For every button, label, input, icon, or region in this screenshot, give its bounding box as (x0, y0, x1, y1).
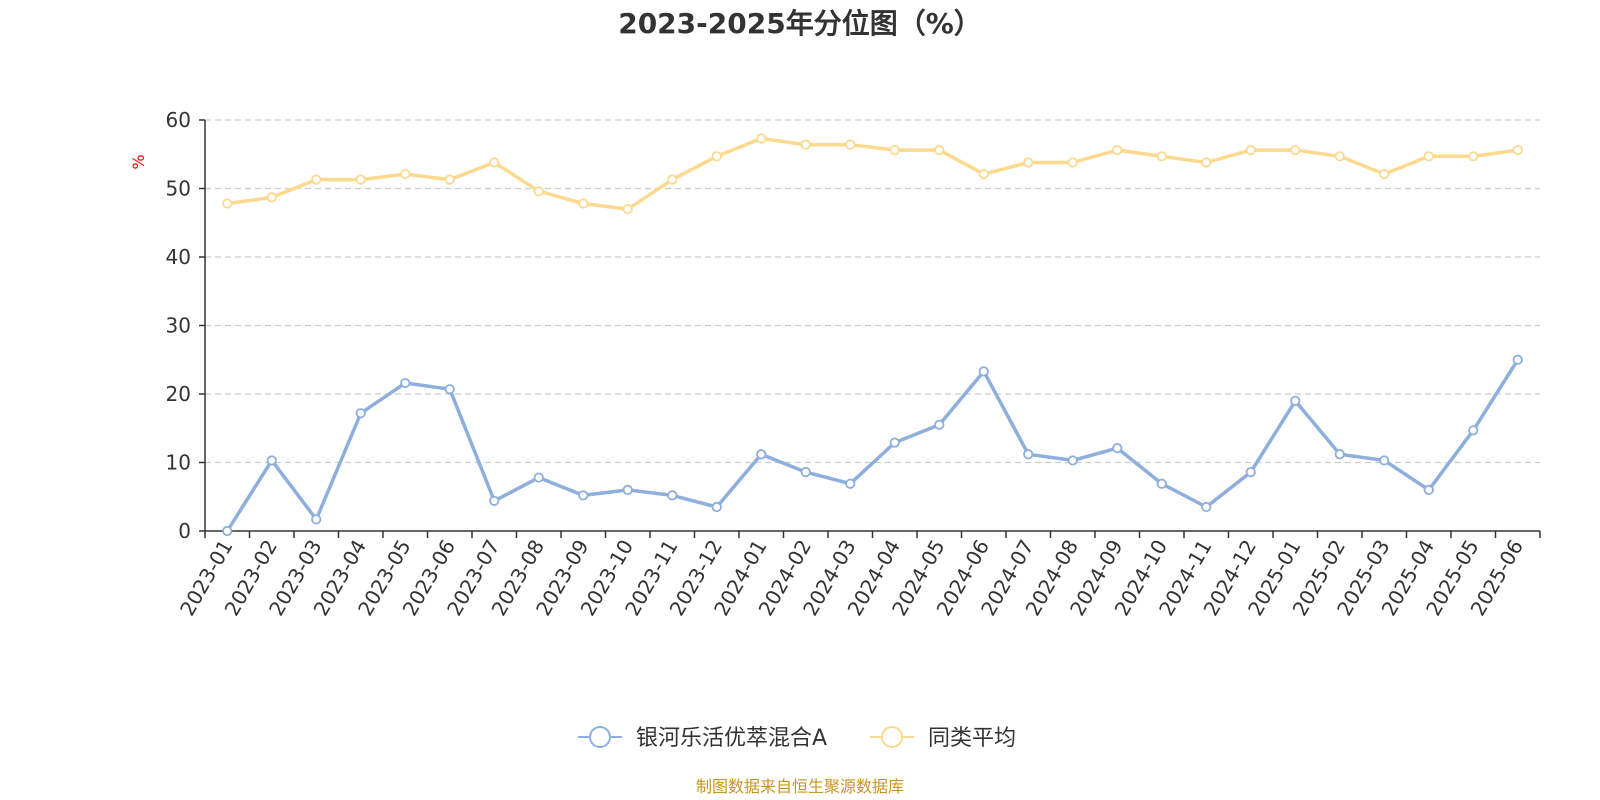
data-point-series-2[interactable] (978, 169, 989, 180)
data-point-series-1[interactable] (711, 501, 722, 513)
data-point-series-1[interactable] (934, 419, 945, 430)
data-point-series-1[interactable] (1423, 484, 1434, 495)
data-point-series-1[interactable] (578, 490, 589, 501)
x-tick-labels: 2023-012023-022023-032023-042023-052023-… (175, 536, 1528, 620)
data-point-series-2[interactable] (667, 174, 678, 185)
data-point-series-1[interactable] (1023, 449, 1034, 460)
data-point-series-1[interactable] (889, 437, 900, 448)
data-point-series-1[interactable] (622, 484, 633, 495)
data-point-series-1[interactable] (222, 525, 233, 537)
data-point-series-2[interactable] (222, 198, 233, 209)
legend-marker-icon (589, 726, 611, 748)
data-point-series-1[interactable] (489, 495, 500, 506)
data-point-series-2[interactable] (1423, 151, 1434, 162)
data-point-series-2[interactable] (1334, 151, 1345, 162)
data-point-series-2[interactable] (1512, 145, 1523, 156)
data-point-series-1[interactable] (1112, 443, 1123, 454)
data-point-series-2[interactable] (1468, 151, 1479, 162)
y-tick-labels: 0 10 20 30 40 50 60 (166, 108, 191, 543)
y-tick-label: 10 (166, 451, 191, 475)
data-point-series-1[interactable] (845, 478, 856, 489)
series-line-2 (225, 136, 1520, 211)
legend-label-series-2: 同类平均 (928, 726, 1016, 751)
data-point-series-2[interactable] (845, 139, 856, 150)
data-point-series-2[interactable] (1201, 157, 1212, 168)
data-point-series-2[interactable] (355, 174, 366, 185)
data-point-series-2[interactable] (756, 133, 767, 144)
source-note: 制图数据来自恒生聚源数据库 (696, 777, 904, 796)
legend-item-series-1[interactable]: 银河乐活优萃混合A (578, 726, 827, 751)
series-line-1 (225, 358, 1520, 533)
y-tick-label: 60 (166, 108, 191, 132)
data-point-series-2[interactable] (934, 145, 945, 156)
data-point-series-2[interactable] (1156, 151, 1167, 162)
y-tick-label: 50 (166, 177, 191, 201)
y-tick-label: 40 (166, 245, 191, 269)
data-point-series-1[interactable] (1201, 501, 1212, 513)
data-point-series-1[interactable] (400, 377, 411, 389)
data-point-series-2[interactable] (266, 192, 277, 203)
axes (199, 119, 1541, 538)
data-point-series-2[interactable] (578, 198, 589, 209)
data-point-series-2[interactable] (400, 169, 411, 180)
data-point-series-1[interactable] (667, 490, 678, 501)
data-point-series-2[interactable] (1245, 145, 1256, 156)
grid-lines (205, 119, 1540, 464)
data-point-series-2[interactable] (444, 174, 455, 185)
data-point-series-2[interactable] (1290, 145, 1301, 156)
data-point-series-1[interactable] (1512, 354, 1523, 365)
chart-title: 2023-2025年分位图（%） (618, 7, 982, 40)
data-point-series-2[interactable] (1379, 169, 1390, 180)
legend-marker-icon (881, 726, 903, 748)
y-tick-label: 30 (166, 314, 191, 338)
data-point-series-2[interactable] (1023, 157, 1034, 168)
data-point-series-2[interactable] (1067, 157, 1078, 168)
data-point-series-1[interactable] (355, 408, 366, 419)
data-point-series-1[interactable] (266, 455, 277, 466)
y-tick-label: 20 (166, 382, 191, 406)
data-point-series-1[interactable] (756, 449, 767, 460)
data-point-series-1[interactable] (311, 514, 322, 525)
data-point-series-1[interactable] (1245, 466, 1256, 478)
data-point-series-1[interactable] (1067, 455, 1078, 466)
data-point-series-1[interactable] (444, 384, 455, 395)
y-axis-label: % (129, 154, 148, 169)
data-point-series-2[interactable] (489, 157, 500, 168)
data-point-series-1[interactable] (978, 366, 989, 377)
legend-label-series-1: 银河乐活优萃混合A (636, 726, 827, 751)
data-point-series-1[interactable] (1290, 395, 1301, 406)
data-point-series-2[interactable] (533, 186, 544, 197)
data-point-series-2[interactable] (800, 139, 811, 150)
data-point-series-2[interactable] (311, 174, 322, 185)
series-lines (222, 133, 1523, 537)
legend-item-series-2[interactable]: 同类平均 (870, 726, 1016, 751)
y-tick-label: 0 (178, 519, 191, 543)
data-point-series-2[interactable] (1112, 145, 1123, 156)
data-point-series-1[interactable] (1334, 449, 1345, 460)
data-point-series-2[interactable] (622, 203, 633, 215)
data-point-series-1[interactable] (1379, 455, 1390, 466)
legend[interactable]: 银河乐活优萃混合A 同类平均 (578, 726, 1016, 751)
data-point-series-1[interactable] (800, 466, 811, 478)
data-point-series-2[interactable] (889, 145, 900, 156)
data-point-series-1[interactable] (1468, 425, 1479, 436)
data-point-series-1[interactable] (1156, 478, 1167, 489)
data-point-series-1[interactable] (533, 472, 544, 483)
data-point-series-2[interactable] (711, 151, 722, 162)
